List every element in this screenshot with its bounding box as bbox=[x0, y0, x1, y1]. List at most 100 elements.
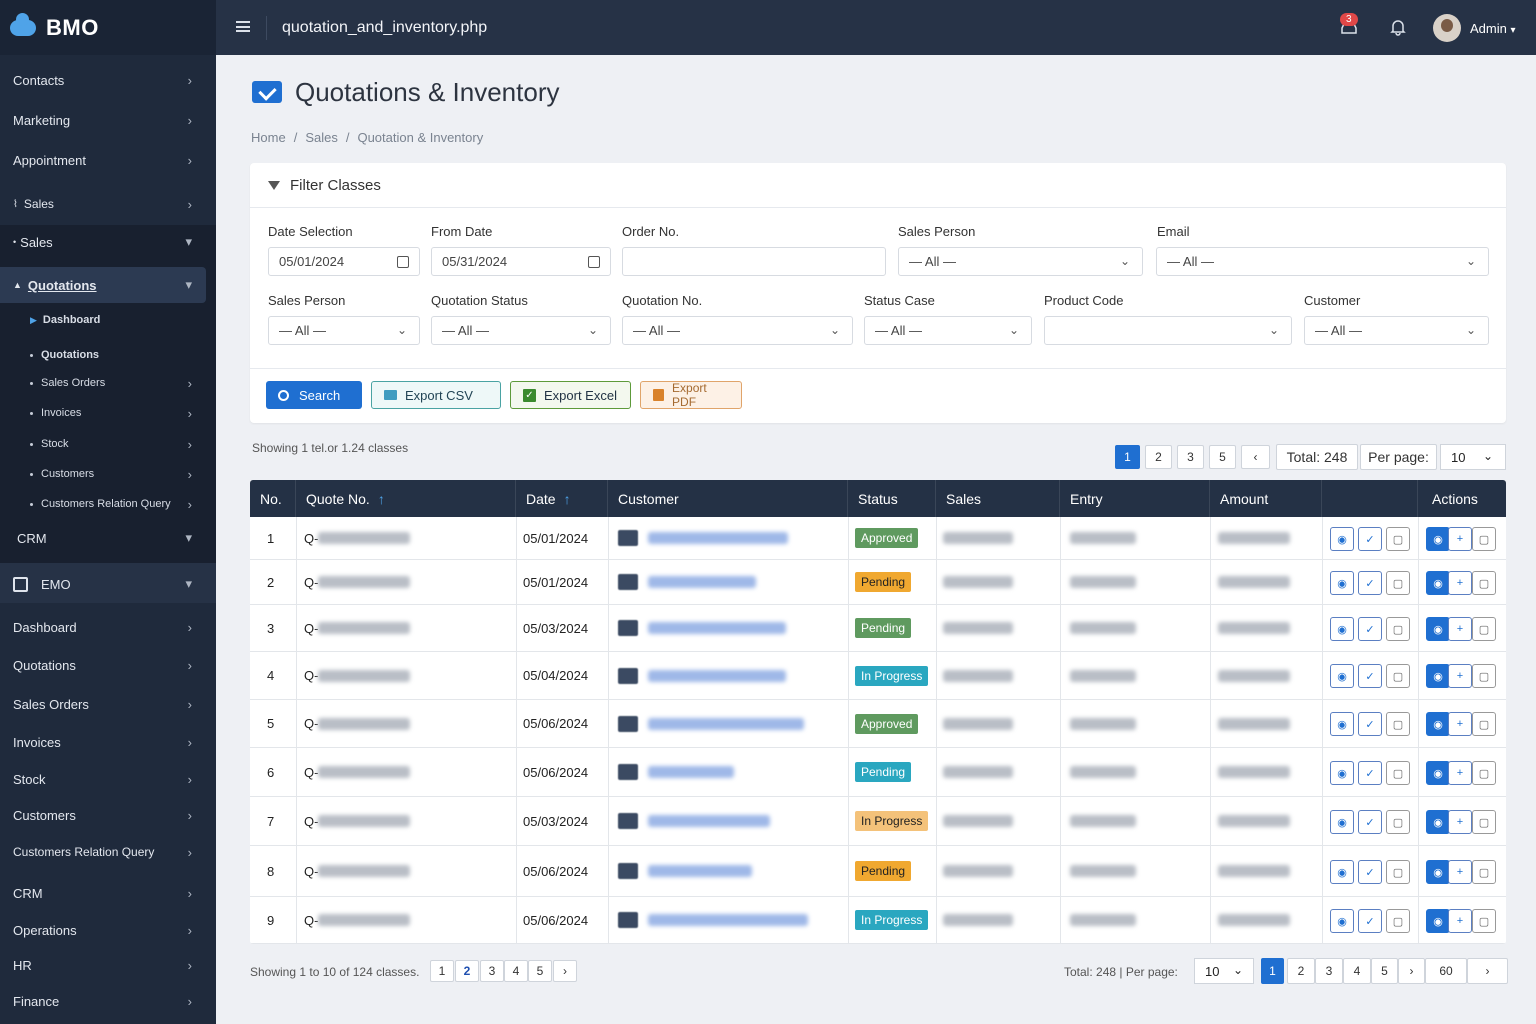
approve-icon[interactable]: ◉ bbox=[1426, 909, 1450, 933]
sort-up-icon[interactable]: ↑ bbox=[377, 490, 385, 507]
sales-person-select[interactable]: — All — ⌄ bbox=[898, 247, 1143, 276]
approve-icon[interactable]: ◉ bbox=[1426, 617, 1450, 641]
menu-icon[interactable] bbox=[236, 21, 250, 32]
sidebar-emo-hr[interactable]: HR › bbox=[0, 953, 216, 977]
approve-icon[interactable]: ◉ bbox=[1426, 860, 1450, 884]
sidebar-item-appointment[interactable]: Appointment › bbox=[0, 148, 216, 172]
edit-icon[interactable]: ✓ bbox=[1358, 761, 1382, 785]
copy-icon[interactable]: ▢ bbox=[1386, 810, 1410, 834]
edit-icon[interactable]: ✓ bbox=[1358, 664, 1382, 688]
delete-icon[interactable]: ▢ bbox=[1472, 761, 1496, 785]
edit-icon[interactable]: ✓ bbox=[1358, 617, 1382, 641]
delete-icon[interactable]: ▢ bbox=[1472, 810, 1496, 834]
page-button[interactable]: 5 bbox=[528, 960, 552, 982]
delete-icon[interactable]: ▢ bbox=[1472, 617, 1496, 641]
per-page-select[interactable]: 10 ⌄ bbox=[1440, 444, 1506, 470]
copy-icon[interactable]: ▢ bbox=[1386, 860, 1410, 884]
sidebar-item-sales[interactable]: • Sales ▾ bbox=[0, 230, 216, 254]
view-icon[interactable]: ◉ bbox=[1330, 860, 1354, 884]
sidebar-item-crm-sub[interactable]: CRM ▾ bbox=[0, 526, 216, 550]
copy-icon[interactable]: ▢ bbox=[1386, 664, 1410, 688]
cell-quote-no[interactable]: Q- bbox=[304, 748, 411, 796]
avatar[interactable] bbox=[1433, 14, 1461, 42]
view-icon[interactable]: ◉ bbox=[1330, 527, 1354, 551]
view-icon[interactable]: ◉ bbox=[1330, 571, 1354, 595]
copy-icon[interactable]: ▢ bbox=[1386, 571, 1410, 595]
sidebar-item-marketing[interactable]: Marketing › bbox=[0, 108, 216, 132]
edit-icon[interactable]: ✓ bbox=[1358, 810, 1382, 834]
page-button[interactable]: 3 bbox=[480, 960, 504, 982]
view-icon[interactable]: ◉ bbox=[1330, 810, 1354, 834]
quotation-status-select[interactable]: — All — ⌄ bbox=[431, 316, 611, 345]
approve-icon[interactable]: ◉ bbox=[1426, 761, 1450, 785]
page-button[interactable]: 3 bbox=[1177, 445, 1204, 469]
sidebar-sub-customers-relation-query[interactable]: Customers Relation Query › bbox=[0, 493, 216, 515]
delete-icon[interactable]: ▢ bbox=[1472, 527, 1496, 551]
quotation-no-select[interactable]: — All — ⌄ bbox=[622, 316, 853, 345]
approve-icon[interactable]: ◉ bbox=[1426, 712, 1450, 736]
copy-icon[interactable]: ▢ bbox=[1386, 527, 1410, 551]
cell-customer[interactable] bbox=[618, 897, 808, 943]
sidebar-item-quotations[interactable]: ▲ Quotations ▾ bbox=[0, 273, 216, 297]
calendar-icon[interactable] bbox=[397, 256, 409, 268]
redacted-link[interactable] bbox=[648, 717, 804, 730]
sales-person-2-select[interactable]: — All — ⌄ bbox=[268, 316, 420, 345]
edit-icon[interactable]: ✓ bbox=[1358, 860, 1382, 884]
sidebar-sub-customers[interactable]: Customers › bbox=[0, 463, 216, 485]
edit-icon[interactable]: ✓ bbox=[1358, 909, 1382, 933]
page-button[interactable]: 1 bbox=[1261, 958, 1284, 984]
page-button[interactable]: 1 bbox=[1115, 445, 1140, 469]
sidebar-emo-dashboard[interactable]: Dashboard › bbox=[0, 615, 216, 639]
sidebar-emo-sales-orders[interactable]: Sales Orders › bbox=[0, 692, 216, 716]
page-button[interactable]: 4 bbox=[504, 960, 528, 982]
page-button[interactable]: 2 bbox=[455, 960, 479, 982]
calendar-icon[interactable] bbox=[588, 256, 600, 268]
page-button[interactable]: 5 bbox=[1371, 958, 1398, 984]
page-button[interactable]: 2 bbox=[1287, 958, 1315, 984]
redacted-link[interactable] bbox=[648, 766, 734, 778]
page-button[interactable]: 1 bbox=[430, 960, 454, 982]
product-code-select[interactable]: ⌄ bbox=[1044, 316, 1292, 345]
redacted-link[interactable] bbox=[648, 815, 770, 827]
view-icon[interactable]: ◉ bbox=[1330, 664, 1354, 688]
breadcrumb-sales[interactable]: Sales bbox=[305, 130, 338, 145]
page-button[interactable]: 5 bbox=[1209, 445, 1236, 469]
col-date[interactable]: Date ↑ bbox=[516, 480, 608, 517]
copy-icon[interactable]: ▢ bbox=[1386, 761, 1410, 785]
sort-up-icon[interactable]: ↑ bbox=[563, 490, 571, 507]
sidebar-sub-stock[interactable]: Stock › bbox=[0, 433, 216, 455]
export-excel-button[interactable]: ✓ Export Excel bbox=[510, 381, 631, 409]
approve-icon[interactable]: ◉ bbox=[1426, 527, 1450, 551]
cell-customer[interactable] bbox=[618, 517, 788, 559]
edit-icon[interactable]: ✓ bbox=[1358, 571, 1382, 595]
copy-icon[interactable]: ▢ bbox=[1386, 712, 1410, 736]
delete-icon[interactable]: ▢ bbox=[1472, 664, 1496, 688]
export-csv-button[interactable]: Export CSV bbox=[371, 381, 501, 409]
cell-quote-no[interactable]: Q- bbox=[304, 700, 411, 747]
sidebar-emo-invoices[interactable]: Invoices › bbox=[0, 730, 216, 754]
export-pdf-button[interactable]: Export PDF bbox=[640, 381, 742, 409]
sidebar-emo-quotations[interactable]: Quotations › bbox=[0, 653, 216, 677]
cell-quote-no[interactable]: Q- bbox=[304, 846, 411, 896]
cell-quote-no[interactable]: Q- bbox=[304, 560, 411, 604]
status-case-select[interactable]: — All — ⌄ bbox=[864, 316, 1032, 345]
sidebar-item-sales-sub[interactable]: ⌇ Sales › bbox=[0, 192, 216, 216]
page-prev-button[interactable]: ‹ bbox=[1241, 445, 1270, 469]
sidebar-sub-dashboard[interactable]: ▶ Dashboard bbox=[0, 309, 216, 331]
edit-icon[interactable]: ✓ bbox=[1358, 712, 1382, 736]
copy-icon[interactable]: ▢ bbox=[1386, 617, 1410, 641]
page-button[interactable]: 2 bbox=[1145, 445, 1172, 469]
delete-icon[interactable]: ▢ bbox=[1472, 571, 1496, 595]
cell-customer[interactable] bbox=[618, 700, 804, 747]
customer-select[interactable]: — All — ⌄ bbox=[1304, 316, 1489, 345]
edit-icon[interactable]: ✓ bbox=[1358, 527, 1382, 551]
search-button[interactable]: Search bbox=[266, 381, 362, 409]
cell-quote-no[interactable]: Q- bbox=[304, 797, 411, 845]
sidebar-emo-customers-relation-query[interactable]: Customers Relation Query › bbox=[0, 840, 216, 864]
col-status[interactable]: Status bbox=[848, 480, 936, 517]
sidebar-item-contacts[interactable]: Contacts › bbox=[0, 68, 216, 92]
sidebar-emo-customers[interactable]: Customers › bbox=[0, 803, 216, 827]
redacted-link[interactable] bbox=[648, 914, 808, 926]
page-button[interactable]: 3 bbox=[1315, 958, 1343, 984]
date-selection-input[interactable]: 05/01/2024 bbox=[268, 247, 420, 276]
